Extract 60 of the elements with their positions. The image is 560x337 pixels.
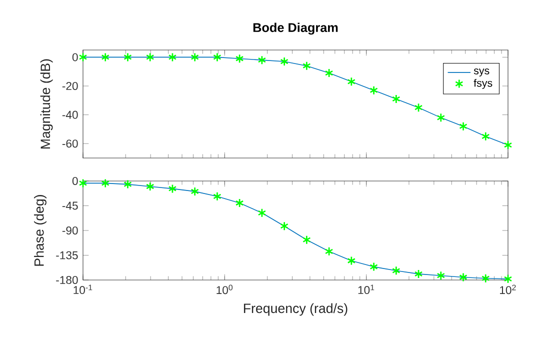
y-tick-label: -45	[62, 202, 78, 210]
point	[258, 208, 266, 218]
y-axis-title: Phase (deg)	[34, 195, 46, 266]
x-tick-label: 10$^{2}$	[500, 284, 516, 294]
point	[101, 178, 110, 188]
point	[347, 256, 356, 266]
point	[168, 184, 177, 194]
y-tick-label: -180	[56, 276, 78, 284]
y-tick-label: 0	[72, 53, 78, 62]
point	[324, 246, 334, 256]
point	[235, 54, 244, 64]
point	[370, 262, 378, 272]
point	[213, 192, 222, 202]
point	[302, 235, 311, 245]
point	[392, 266, 400, 276]
point	[414, 102, 423, 112]
point	[302, 61, 311, 71]
y-tick-label: -135	[56, 251, 78, 260]
point	[78, 52, 88, 62]
x-tick-label: 10$^{0}$	[216, 284, 233, 294]
point	[235, 198, 244, 208]
point	[280, 56, 288, 66]
point	[280, 221, 288, 231]
point	[436, 270, 446, 280]
point	[146, 52, 154, 62]
point	[190, 186, 199, 196]
y-tick-label: -20	[62, 82, 78, 90]
point	[481, 274, 490, 284]
point	[370, 86, 378, 95]
x-tick-label: 10$^{1}$	[358, 284, 374, 294]
point	[504, 274, 512, 284]
point	[347, 77, 356, 86]
x-tick-label: 10$^{-1}$	[74, 284, 92, 294]
point	[124, 180, 132, 189]
chart-title: Bode Diagram	[253, 22, 338, 35]
point	[459, 122, 468, 131]
point	[392, 94, 400, 104]
point	[146, 182, 154, 192]
y-tick-label: 0	[72, 176, 78, 186]
y-tick-label: -40	[62, 110, 78, 119]
x-axis-title: Frequency (rad/s)	[244, 303, 348, 316]
legend-label: sys	[474, 68, 490, 76]
point	[481, 132, 490, 142]
point	[213, 52, 222, 62]
point	[78, 178, 88, 188]
point	[414, 269, 423, 279]
point	[124, 52, 132, 62]
point	[190, 52, 199, 62]
point	[258, 55, 266, 65]
point	[459, 272, 468, 282]
point	[168, 52, 177, 62]
y-axis-title: Magnitude (dB)	[40, 59, 53, 148]
point	[436, 113, 446, 122]
point	[101, 52, 110, 62]
legend-label: fsys	[474, 78, 492, 89]
y-tick-label: -60	[62, 140, 78, 148]
point	[504, 140, 512, 150]
line-series	[83, 182, 508, 280]
point	[324, 68, 334, 78]
y-tick-label: -90	[62, 226, 78, 235]
